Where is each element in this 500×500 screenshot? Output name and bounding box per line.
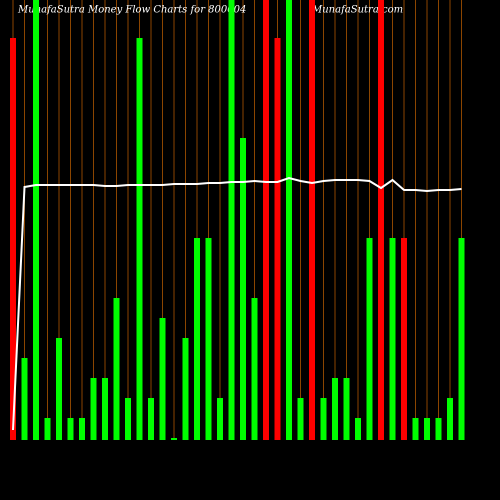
bar <box>355 418 361 440</box>
bar <box>366 238 373 440</box>
bar <box>10 38 16 440</box>
bar <box>274 38 281 440</box>
bar <box>389 238 396 440</box>
bar <box>332 378 338 440</box>
bar <box>435 418 442 440</box>
bar <box>447 398 453 440</box>
bar <box>401 238 407 440</box>
bar <box>182 338 189 440</box>
bar <box>136 38 143 440</box>
bar <box>56 338 62 440</box>
bar <box>412 418 419 440</box>
bar <box>79 418 85 440</box>
chart-title: MunafaSutra Money Flow Charts for 800604 <box>17 5 246 16</box>
bar <box>33 0 39 440</box>
bar <box>21 358 28 440</box>
bar <box>286 0 292 440</box>
bar <box>263 0 269 440</box>
bar <box>424 418 430 440</box>
bar <box>251 298 258 440</box>
money-flow-line <box>12 176 462 431</box>
bar <box>343 378 350 440</box>
bar <box>102 378 108 440</box>
bar <box>90 378 97 440</box>
bar <box>378 0 384 440</box>
bar <box>159 318 166 440</box>
bar <box>240 138 246 440</box>
bar <box>228 0 235 440</box>
site-annotation: MunafaSutra.com <box>311 5 403 16</box>
bar <box>171 438 177 440</box>
bar <box>113 298 120 440</box>
bar <box>125 398 131 440</box>
bar <box>217 398 223 440</box>
bar <box>309 0 315 440</box>
bar <box>44 418 51 440</box>
bar <box>320 398 327 440</box>
bar <box>67 418 74 440</box>
bar <box>297 398 304 440</box>
bar <box>205 238 212 440</box>
bar <box>148 398 154 440</box>
bar <box>194 238 200 440</box>
bar <box>458 238 465 440</box>
